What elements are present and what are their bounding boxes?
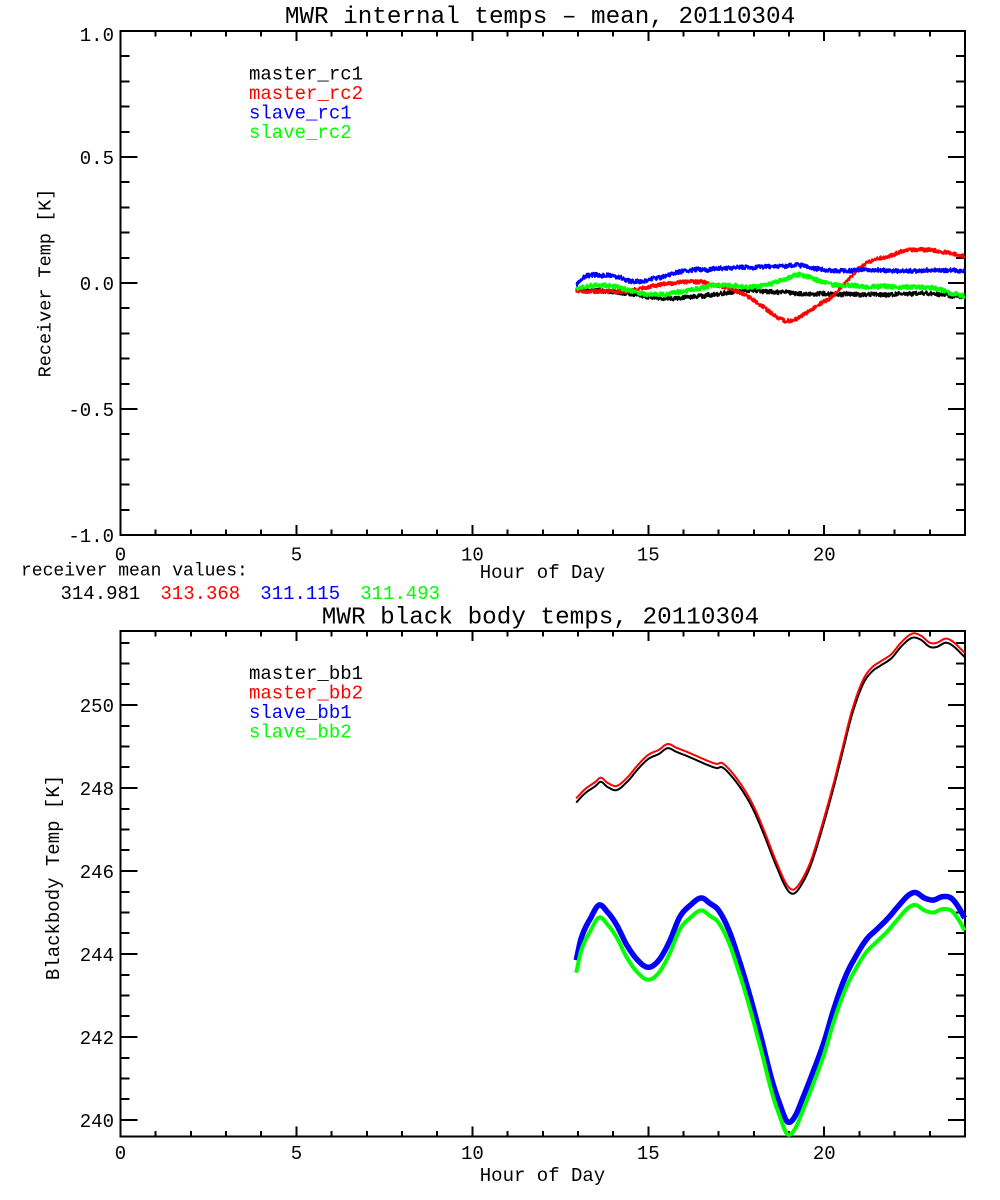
svg-text:10: 10: [461, 545, 484, 567]
svg-text:receiver mean values:: receiver mean values:: [21, 562, 248, 582]
svg-text:master_rc2: master_rc2: [249, 83, 363, 105]
svg-text:242: 242: [80, 1028, 114, 1050]
svg-text:Receiver Temp [K]: Receiver Temp [K]: [36, 189, 57, 378]
svg-text:246: 246: [80, 862, 114, 884]
svg-text:master_bb1: master_bb1: [249, 663, 363, 685]
svg-text:Hour of Day: Hour of Day: [480, 1165, 605, 1187]
svg-text:1.0: 1.0: [80, 25, 114, 47]
svg-text:master_bb2: master_bb2: [249, 683, 363, 705]
svg-text:10: 10: [461, 1143, 484, 1165]
svg-text:20: 20: [813, 545, 836, 567]
svg-text:5: 5: [291, 545, 302, 567]
svg-text:0: 0: [115, 545, 126, 567]
svg-text:248: 248: [80, 779, 114, 801]
svg-text:15: 15: [637, 545, 660, 567]
svg-text:slave_rc2: slave_rc2: [249, 122, 352, 144]
svg-text:0.0: 0.0: [80, 274, 114, 296]
svg-text:master_rc1: master_rc1: [249, 64, 363, 86]
svg-text:0: 0: [115, 1143, 126, 1165]
svg-text:slave_rc1: slave_rc1: [249, 103, 352, 125]
svg-text:MWR black body temps, 20110304: MWR black body temps, 20110304: [322, 605, 759, 632]
svg-text:slave_bb1: slave_bb1: [249, 702, 352, 724]
svg-text:5: 5: [291, 1143, 302, 1165]
svg-text:20: 20: [813, 1143, 836, 1165]
svg-text:15: 15: [637, 1143, 660, 1165]
svg-text:Hour of Day: Hour of Day: [480, 562, 605, 584]
svg-text:244: 244: [80, 945, 114, 967]
svg-text:-0.5: -0.5: [68, 400, 114, 422]
svg-text:Blackbody Temp [K]: Blackbody Temp [K]: [43, 775, 65, 980]
svg-text:240: 240: [80, 1111, 114, 1133]
svg-text:slave_bb2: slave_bb2: [249, 722, 352, 744]
svg-text:MWR internal temps – mean, 201: MWR internal temps – mean, 20110304: [285, 4, 795, 31]
svg-text:-1.0: -1.0: [68, 526, 114, 548]
svg-text:0.5: 0.5: [80, 148, 114, 170]
svg-text:250: 250: [80, 696, 114, 718]
